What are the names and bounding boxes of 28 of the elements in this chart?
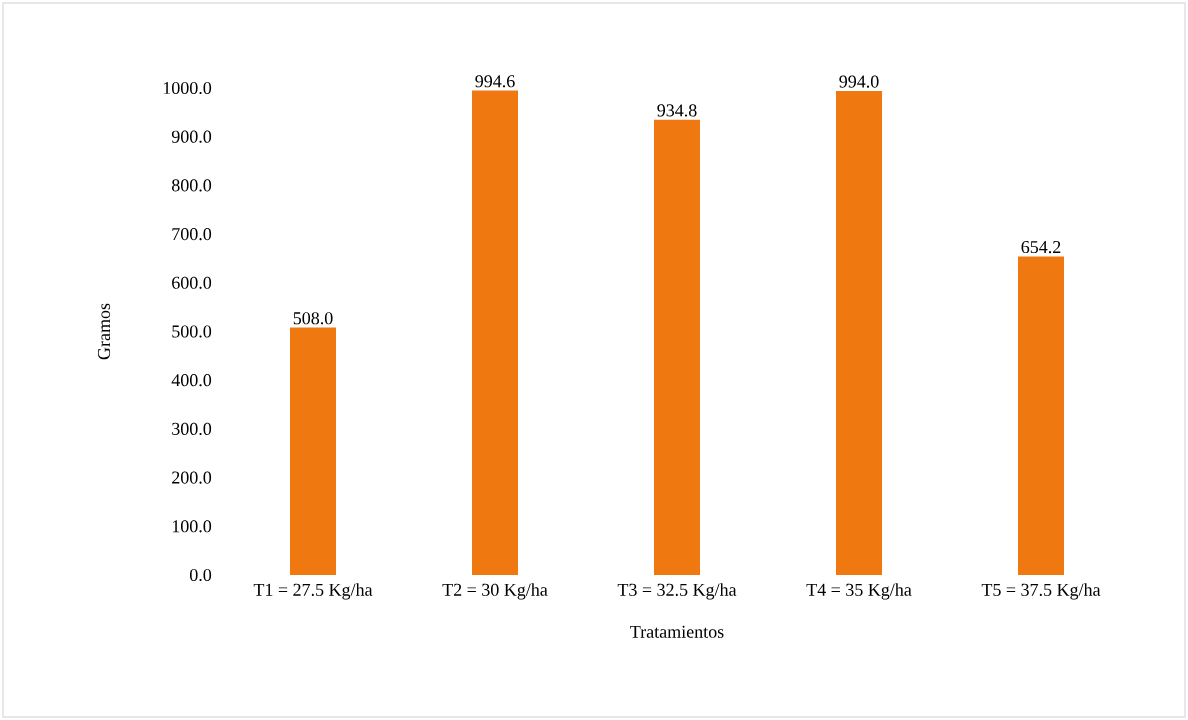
- y-tick-label: 100.0: [172, 520, 212, 533]
- y-tick-label: 900.0: [171, 130, 212, 143]
- data-label: 994.6: [475, 75, 515, 88]
- y-tick-label: 800.0: [171, 179, 212, 192]
- bar: [290, 327, 336, 575]
- bar: [654, 119, 701, 575]
- y-tick-label: 300.0: [172, 422, 212, 436]
- x-tick-label: T4 = 35 Kg/ha: [806, 583, 912, 600]
- y-tick-label: 700.0: [172, 227, 212, 241]
- bar: [472, 90, 519, 575]
- data-label: 654.2: [1021, 241, 1061, 254]
- bar: [836, 90, 883, 575]
- y-tick-label: 200.0: [172, 471, 212, 484]
- data-label: 508.0: [293, 312, 333, 325]
- data-label: 934.8: [657, 104, 697, 117]
- x-tick-label: T2 = 30 Kg/ha: [442, 583, 548, 600]
- y-tick-label: 500.0: [172, 325, 212, 338]
- y-tick-label: 600.0: [172, 276, 212, 289]
- x-tick-label: T3 = 32.5 Kg/ha: [617, 583, 737, 600]
- y-axis-title: Gramos: [98, 303, 111, 360]
- y-tick-label: 1000.0: [163, 81, 212, 95]
- x-tick-label: T1 = 27.5 Kg/ha: [253, 583, 373, 600]
- data-label: 994.0: [839, 75, 879, 88]
- y-tick-label: 400.0: [171, 374, 212, 387]
- x-tick-label: T5 = 37.5 Kg/ha: [981, 583, 1101, 600]
- x-axis-title: Tratamientos: [630, 625, 724, 638]
- y-tick-label: 0.0: [189, 568, 212, 582]
- bar: [1018, 256, 1065, 575]
